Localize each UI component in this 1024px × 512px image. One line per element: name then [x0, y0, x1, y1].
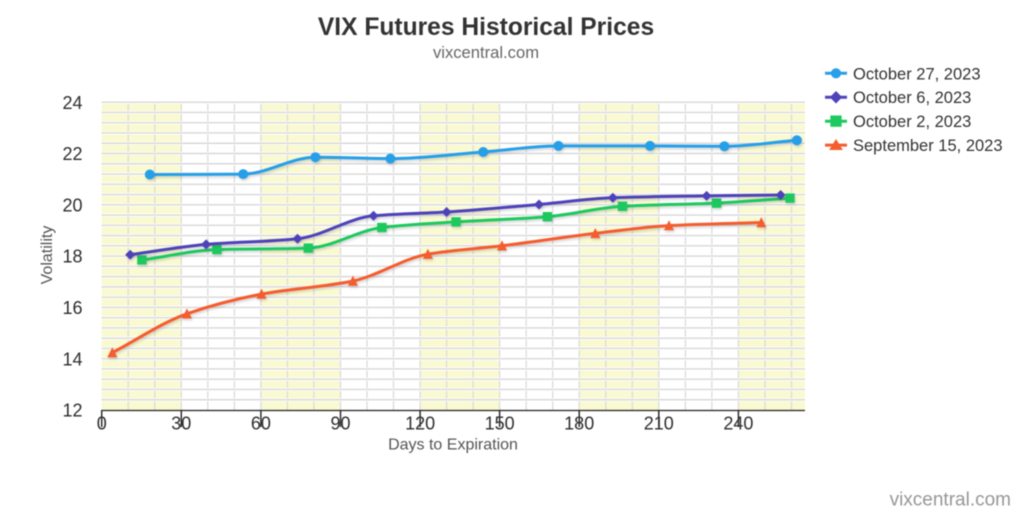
svg-text:60: 60: [251, 414, 271, 434]
svg-text:24: 24: [62, 93, 82, 113]
svg-text:20: 20: [62, 195, 82, 215]
svg-text:12: 12: [62, 401, 82, 421]
svg-text:Days to Expiration: Days to Expiration: [388, 437, 518, 454]
svg-text:0: 0: [97, 414, 107, 434]
svg-text:150: 150: [485, 414, 515, 434]
svg-text:120: 120: [405, 414, 435, 434]
svg-text:240: 240: [723, 414, 753, 434]
svg-text:vixcentral.com: vixcentral.com: [433, 43, 539, 62]
svg-text:VIX Futures Historical Prices: VIX Futures Historical Prices: [318, 14, 654, 41]
svg-text:October 2, 2023: October 2, 2023: [853, 113, 971, 131]
svg-text:14: 14: [62, 349, 82, 369]
svg-text:18: 18: [62, 247, 82, 267]
svg-text:Volatility: Volatility: [39, 226, 56, 285]
svg-text:vixcentral.com: vixcentral.com: [890, 490, 1011, 511]
svg-text:October 6, 2023: October 6, 2023: [853, 89, 971, 107]
svg-text:16: 16: [62, 298, 82, 318]
svg-text:210: 210: [644, 414, 674, 434]
svg-text:30: 30: [171, 414, 191, 434]
svg-text:October 27, 2023: October 27, 2023: [853, 65, 981, 83]
svg-text:90: 90: [330, 414, 350, 434]
svg-text:September 15, 2023: September 15, 2023: [853, 137, 1003, 155]
svg-text:22: 22: [62, 144, 82, 164]
svg-text:180: 180: [564, 414, 594, 434]
